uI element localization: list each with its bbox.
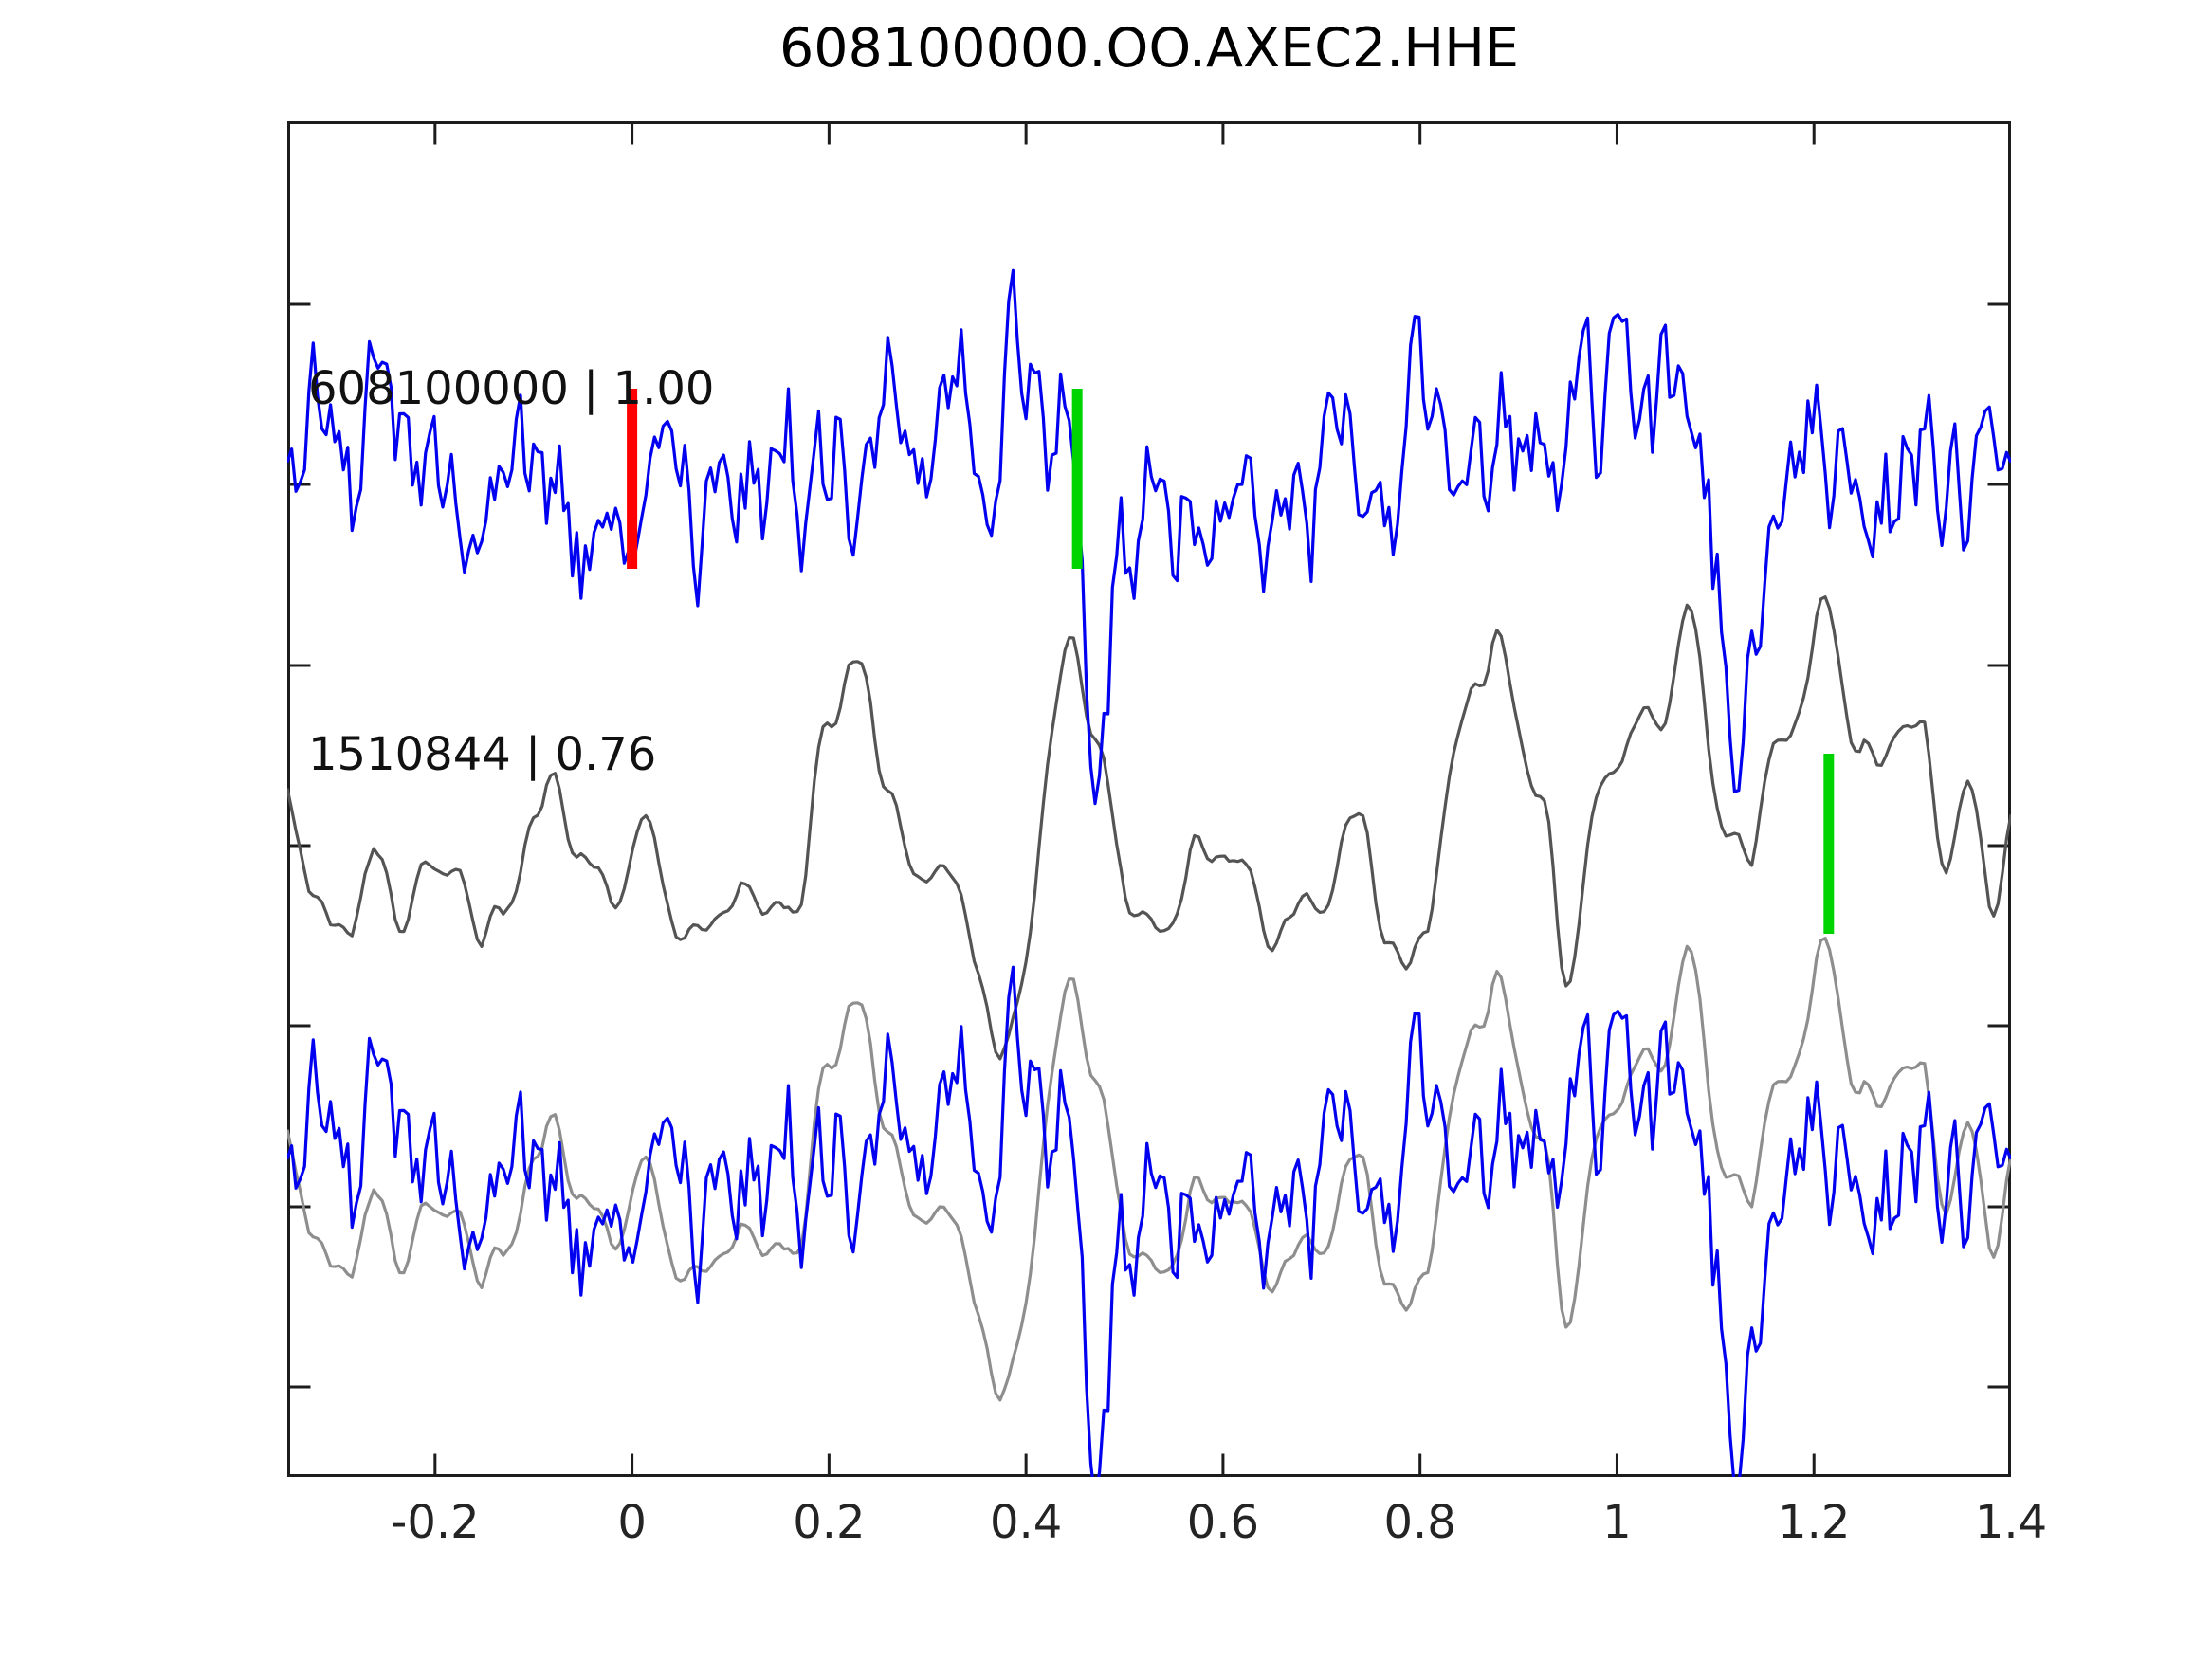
waveform-plot-canvas <box>287 121 2011 1477</box>
x-tick-label: 0.6 <box>1186 1496 1260 1549</box>
waveform-detection <box>287 595 2011 1061</box>
waveform-overlay-detection <box>287 937 2011 1402</box>
correlation-pick-marker <box>1823 754 1835 934</box>
waveform-overlay-template <box>287 965 2011 1477</box>
x-tick-label: 0.2 <box>793 1496 866 1549</box>
waveform-template <box>287 268 2011 806</box>
x-tick-label: 0.8 <box>1383 1496 1456 1549</box>
x-tick-label: 0.4 <box>989 1496 1063 1549</box>
correlation-pick-marker <box>1071 389 1083 569</box>
trace-label-template: 608100000 | 1.00 <box>308 362 715 415</box>
x-tick-label: 1.2 <box>1778 1496 1851 1549</box>
x-tick-label: 1 <box>1602 1496 1632 1549</box>
plot-area: 608100000 | 1.00 1510844 | 0.76 <box>287 121 2011 1477</box>
plot-frame <box>287 121 2011 1477</box>
x-tick-label: 1.4 <box>1974 1496 2048 1549</box>
template-pick-marker <box>627 389 638 569</box>
x-tick-label: -0.2 <box>391 1496 480 1549</box>
figure-title: 608100000.OO.AXEC2.HHE <box>778 17 1520 80</box>
x-tick-label: 0 <box>617 1496 647 1549</box>
trace-label-detection: 1510844 | 0.76 <box>308 728 657 781</box>
